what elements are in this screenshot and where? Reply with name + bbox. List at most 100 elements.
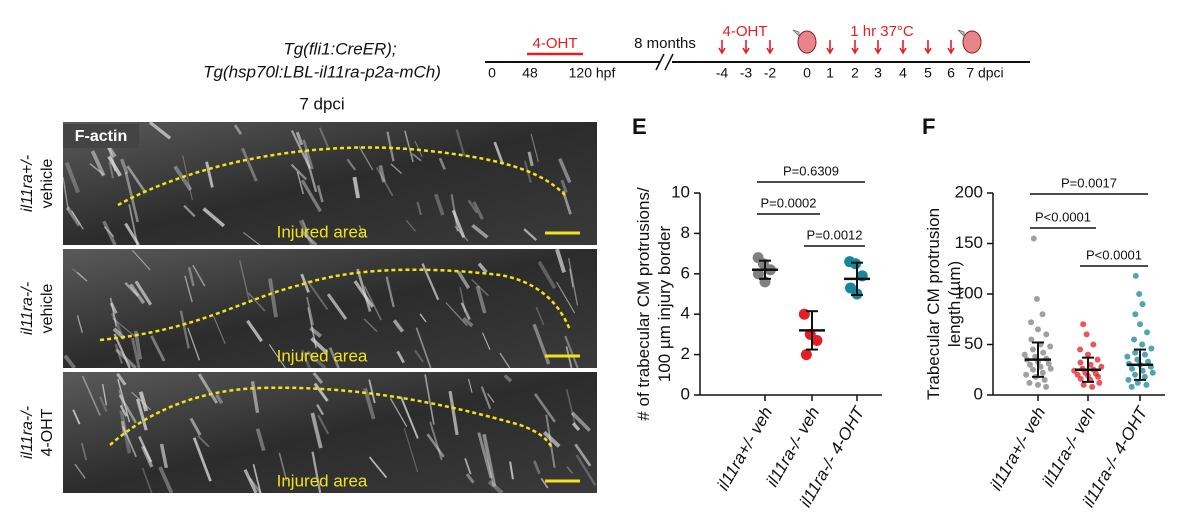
data-point (1045, 360, 1052, 367)
fiber (565, 389, 576, 425)
fiber (213, 316, 226, 344)
fiber (109, 297, 118, 327)
y-tick-label: 6 (681, 263, 690, 282)
y-tick-label: 50 (964, 334, 983, 353)
fiber (310, 337, 329, 354)
y-axis-title: Trabecular CM protrusion length (µm) (924, 208, 964, 400)
data-point (1132, 272, 1139, 279)
fiber (268, 344, 286, 369)
fiber (555, 248, 566, 273)
data-point (1080, 381, 1087, 388)
fiber (119, 158, 129, 175)
data-point (1128, 383, 1135, 390)
fiber (278, 452, 288, 482)
fiber (540, 477, 549, 489)
fiber (128, 204, 139, 246)
data-point (1028, 319, 1035, 326)
fiber (150, 335, 166, 362)
fiber (464, 457, 472, 475)
timeline-tick: 3 (874, 65, 882, 81)
fiber (460, 302, 471, 321)
fiber (368, 379, 376, 404)
fiber (179, 310, 190, 349)
fiber (312, 372, 324, 384)
y-axis-label: # of trabecular CM protrusions/ (634, 187, 653, 421)
fiber (158, 466, 174, 494)
fiber (316, 185, 324, 203)
data-point (1023, 371, 1030, 378)
fiber (242, 231, 261, 246)
fiber (108, 161, 115, 179)
data-point (1039, 369, 1046, 376)
time-label: 7 dpci (299, 94, 344, 113)
fiber (482, 433, 497, 487)
region-label: Injured area (277, 222, 368, 241)
data-point (1095, 373, 1102, 380)
timeline-tick: -4 (716, 65, 729, 81)
y-tick-label: 10 (671, 182, 690, 201)
micrograph (63, 249, 597, 368)
fiber (303, 150, 318, 193)
fiber (62, 176, 69, 211)
data-point (1137, 321, 1143, 328)
fiber (141, 467, 153, 494)
data-point (1035, 381, 1041, 388)
y-tick-label: 8 (681, 223, 690, 242)
data-point (1035, 326, 1041, 333)
fiber (117, 378, 131, 423)
fiber (197, 373, 219, 404)
data-point (1039, 311, 1046, 318)
fiber (396, 350, 405, 364)
data-point (1077, 359, 1084, 366)
data-point (1141, 351, 1148, 358)
fiber (368, 456, 388, 479)
fiber (426, 433, 445, 458)
fiber (535, 306, 545, 326)
timeline-tick: 5 (924, 65, 932, 81)
data-point (1134, 379, 1141, 386)
fiber (455, 129, 466, 157)
y-axis-label: Trabecular CM protrusion (924, 208, 943, 400)
fiber (415, 327, 432, 369)
fiber (115, 348, 137, 370)
fiber (72, 268, 84, 278)
y-tick-label: 0 (681, 384, 690, 403)
border-line (99, 268, 572, 342)
data-point (1043, 383, 1050, 390)
fiber (503, 374, 513, 383)
row-label: il11ra+/- vehicle (19, 155, 56, 212)
fiber (532, 460, 541, 475)
y-axis-label: 100 µm injury border (655, 226, 674, 383)
timeline-tick: 0 (803, 65, 811, 81)
fiber (499, 352, 511, 369)
panel-label: F (922, 114, 935, 139)
fiber (99, 396, 108, 412)
fiber (103, 226, 115, 238)
data-point (1083, 331, 1090, 338)
y-tick-label: 200 (955, 182, 983, 201)
fiber (131, 391, 151, 411)
fiber (311, 451, 322, 494)
treatment-label: 4-OHT (533, 35, 578, 52)
fiber (192, 437, 212, 482)
fiber (472, 201, 484, 220)
fiber (527, 151, 534, 167)
fiber (316, 404, 325, 416)
x-tick-label: il11ra-/- veh (1039, 404, 1100, 490)
data-point (1037, 363, 1044, 370)
fiber (239, 260, 250, 301)
fiber (482, 332, 491, 351)
fiber (465, 473, 475, 484)
data-point (1131, 336, 1138, 343)
y-tick-label: 4 (681, 304, 690, 323)
fiber (72, 409, 81, 425)
genotype: Tg(hsp70l:LBL-il11ra-p2a-mCh) (203, 62, 441, 81)
fiber (421, 263, 440, 301)
data-point (1132, 349, 1139, 356)
fiber (290, 163, 307, 181)
fiber (268, 278, 278, 318)
fiber (390, 163, 403, 175)
fiber (187, 266, 195, 287)
fiber (252, 463, 262, 494)
arrow (899, 40, 907, 55)
